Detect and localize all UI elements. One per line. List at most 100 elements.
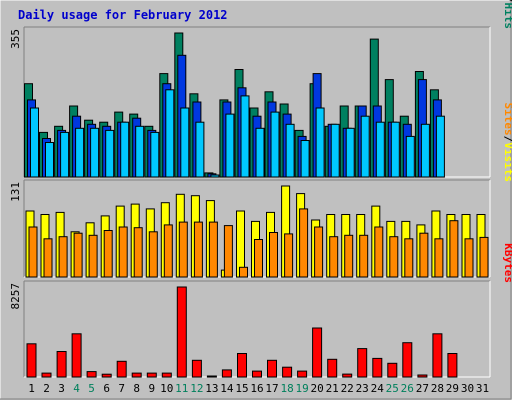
bar-requests-pages-day-11: [180, 107, 190, 178]
bar-visitors-sites-day-3: [58, 236, 68, 278]
x-tick-day-2: 2: [43, 382, 50, 395]
bar-kbytes-kbytes-day-3: [56, 351, 67, 378]
x-tick-day-5: 5: [88, 382, 95, 395]
bar-kbytes-kbytes-day-2: [41, 372, 52, 378]
bar-requests-pages-day-28: [435, 115, 445, 178]
bar-kbytes-kbytes-day-29: [447, 353, 458, 378]
x-tick-day-7: 7: [118, 382, 125, 395]
x-tick-day-10: 10: [160, 382, 173, 395]
bar-requests-pages-day-13: [210, 174, 220, 178]
legend-requests: Pages/Files/Hits: [502, 0, 512, 29]
x-tick-day-8: 8: [133, 382, 140, 395]
x-tick-day-25: 25: [386, 382, 399, 395]
bar-requests-pages-day-20: [315, 107, 325, 178]
bar-kbytes-kbytes-day-15: [237, 353, 247, 378]
bar-requests-pages-day-24: [375, 121, 385, 178]
bar-kbytes-kbytes-day-16: [252, 370, 262, 378]
bar-visitors-sites-day-15: [239, 266, 248, 278]
bar-visitors-sites-day-19: [299, 208, 309, 278]
x-tick-day-26: 26: [401, 382, 414, 395]
bar-visitors-sites-day-8: [133, 227, 143, 278]
panel-visitors: 131 Sites/Visits: [9, 103, 512, 278]
bar-requests-pages-day-1: [30, 107, 39, 178]
x-tick-day-29: 29: [446, 382, 459, 395]
bar-visitors-sites-day-2: [43, 238, 53, 278]
bar-requests-pages-day-12: [195, 121, 205, 178]
bar-kbytes-kbytes-day-9: [146, 372, 157, 378]
bar-kbytes-kbytes-day-14: [221, 369, 232, 378]
bar-requests-pages-day-26: [405, 135, 415, 178]
bar-requests-pages-day-3: [60, 131, 70, 178]
bar-requests-pages-day-16: [255, 127, 265, 178]
bar-requests-pages-day-18: [285, 123, 295, 178]
x-axis-labels: 1 2 3 4 5 6 7 8 9 10 11 12 13 14 15 16 17 18 19 20 21 22 23 24 2…: [28, 382, 489, 395]
x-tick-day-19: 19: [295, 382, 308, 395]
x-tick-day-4: 4: [73, 382, 80, 395]
bar-visitors-sites-day-4: [73, 232, 83, 278]
bar-requests-pages-day-22: [345, 127, 355, 178]
bar-visitors-sites-day-1: [28, 226, 38, 278]
bar-visitors-sites-day-17: [269, 232, 278, 278]
bar-kbytes-kbytes-day-28: [432, 333, 443, 378]
x-tick-day-3: 3: [58, 382, 65, 395]
x-tick-day-11: 11: [175, 382, 188, 395]
x-tick-day-14: 14: [220, 382, 234, 395]
x-tick-day-6: 6: [103, 382, 110, 395]
bar-kbytes-kbytes-day-6: [101, 373, 112, 378]
legend-separator: /: [502, 136, 512, 143]
bar-visitors-sites-day-9: [148, 231, 158, 278]
bar-kbytes-kbytes-day-21: [327, 358, 338, 378]
bar-visitors-sites-day-6: [103, 230, 113, 278]
bar-visitors-sites-day-16: [254, 239, 263, 278]
bar-visitors-sites-day-29: [449, 220, 459, 278]
bar-visitors-sites-day-13: [208, 221, 218, 278]
bar-visitors-sites-day-18: [284, 233, 294, 278]
x-tick-day-13: 13: [205, 382, 218, 395]
bar-kbytes-kbytes-day-25: [387, 362, 398, 378]
x-tick-day-17: 17: [265, 382, 278, 395]
bar-requests-pages-day-6: [105, 129, 115, 178]
x-tick-day-1: 1: [28, 382, 35, 395]
bar-visitors-sites-day-26: [404, 238, 414, 278]
x-tick-day-15: 15: [235, 382, 248, 395]
legend-item-kbytes: KBytes: [502, 243, 512, 283]
bar-visitors-sites-day-7: [118, 226, 128, 278]
bar-requests-pages-day-27: [420, 123, 430, 178]
chart-panels: 355Pages/Files/Hits131Sites/Visits8257KB…: [9, 0, 512, 378]
bar-requests-pages-day-8: [135, 125, 145, 178]
y-max-label-visitors: 131: [9, 182, 22, 202]
bar-kbytes-kbytes-day-7: [116, 360, 127, 378]
legend-item-hits: Hits: [502, 3, 512, 30]
bar-kbytes-kbytes-day-12: [191, 359, 202, 378]
legend-item-visits: Visits: [502, 142, 512, 182]
bar-visitors-sites-day-10: [163, 224, 173, 278]
bar-kbytes-kbytes-day-4: [71, 333, 82, 378]
x-tick-day-27: 27: [416, 382, 429, 395]
bar-visitors-sites-day-20: [314, 226, 324, 278]
bar-requests-pages-day-25: [390, 121, 400, 178]
bar-requests-pages-day-5: [90, 127, 100, 178]
x-tick-day-21: 21: [326, 382, 339, 395]
bar-kbytes-kbytes-day-23: [357, 348, 368, 378]
bar-requests-pages-day-9: [150, 131, 160, 178]
bar-requests-pages-day-19: [300, 140, 310, 178]
x-tick-day-28: 28: [431, 382, 444, 395]
x-tick-day-31: 31: [476, 382, 489, 395]
bar-visitors-sites-day-12: [193, 221, 203, 278]
bar-kbytes-kbytes-day-22: [342, 373, 353, 378]
x-tick-day-24: 24: [371, 382, 385, 395]
bar-visitors-sites-day-23: [359, 234, 369, 278]
bar-visitors-sites-day-25: [389, 236, 399, 278]
bar-kbytes-kbytes-day-20: [312, 327, 323, 378]
bar-visitors-sites-day-22: [344, 234, 354, 278]
bar-requests-pages-day-2: [45, 142, 54, 178]
plot-area-kbytes: [24, 281, 490, 377]
bar-visitors-sites-day-28: [434, 238, 444, 278]
bar-requests-pages-day-17: [270, 111, 280, 178]
bar-kbytes-kbytes-day-27: [417, 374, 428, 378]
bar-requests-pages-day-4: [75, 127, 85, 178]
bar-kbytes-kbytes-day-11: [176, 286, 187, 378]
bar-requests-pages-day-15: [240, 95, 250, 178]
bar-visitors-sites-day-31: [479, 236, 489, 278]
